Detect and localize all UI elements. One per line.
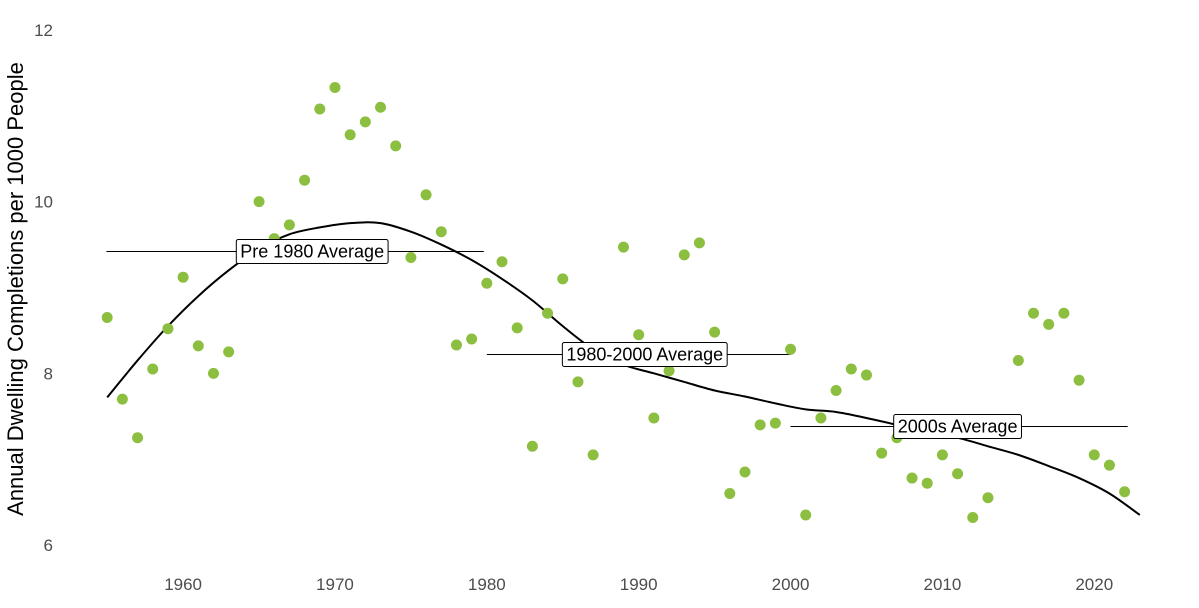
data-point (435, 226, 447, 238)
data-point (526, 440, 538, 452)
average-lines (106, 250, 1128, 428)
data-point (845, 363, 857, 375)
y-tick-label: 6 (44, 536, 53, 555)
data-point (1103, 459, 1115, 471)
data-point (162, 323, 174, 335)
data-point (101, 312, 113, 324)
x-tick-label: 1990 (620, 575, 658, 594)
data-point (192, 340, 204, 352)
data-point (648, 412, 660, 424)
average-label-text: 1980-2000 Average (566, 344, 723, 364)
data-point (815, 412, 827, 424)
data-point (329, 82, 341, 94)
data-point (299, 174, 311, 186)
data-point (147, 363, 159, 375)
data-point (754, 419, 766, 431)
data-point (207, 367, 219, 379)
data-point (283, 219, 295, 231)
data-point (375, 101, 387, 113)
data-point (936, 449, 948, 461)
y-tick-label: 12 (34, 21, 53, 40)
data-point (1058, 307, 1070, 319)
average-label: 1980-2000 Average (561, 341, 728, 367)
data-point (724, 488, 736, 499)
data-point (709, 326, 721, 338)
data-point (116, 393, 128, 405)
data-point (860, 369, 872, 381)
data-point (739, 466, 751, 478)
data-point (542, 307, 554, 319)
data-points (101, 82, 1131, 524)
data-point (1119, 486, 1131, 498)
data-point (572, 376, 584, 388)
data-point (481, 277, 493, 289)
y-axis-title: Annual Dwelling Completions per 1000 Peo… (3, 62, 28, 516)
x-tick-label: 1980 (468, 575, 506, 594)
data-point (223, 346, 235, 358)
data-point (952, 468, 964, 480)
x-tick-label: 2000 (772, 575, 810, 594)
data-point (1028, 307, 1040, 319)
data-point (921, 477, 933, 489)
data-point (633, 329, 645, 341)
data-point (1043, 318, 1055, 330)
average-label-text: Pre 1980 Average (240, 241, 384, 261)
data-point (1012, 354, 1024, 366)
data-point (830, 385, 842, 396)
data-point (390, 140, 402, 152)
average-label-box (561, 341, 728, 367)
data-point (466, 333, 478, 345)
x-tick-label: 2010 (923, 575, 961, 594)
data-point (450, 339, 462, 351)
data-point (511, 322, 523, 334)
average-label: Pre 1980 Average (235, 238, 389, 264)
data-point (678, 249, 690, 261)
x-tick-label: 1960 (164, 575, 202, 594)
data-point (967, 512, 979, 524)
data-point (1088, 449, 1100, 461)
y-tick-label: 10 (34, 193, 53, 212)
y-tick-label: 8 (44, 364, 53, 383)
data-point (785, 343, 797, 355)
data-point (496, 256, 508, 268)
trend-line (106, 221, 1141, 516)
data-point (587, 449, 599, 461)
data-point (982, 492, 994, 504)
data-point (359, 116, 371, 128)
data-point (769, 417, 781, 429)
data-point (876, 447, 888, 459)
data-point (557, 273, 569, 285)
average-label-box (893, 414, 1022, 440)
data-point (1073, 374, 1085, 386)
x-tick-label: 1970 (316, 575, 354, 594)
data-point (253, 196, 265, 208)
average-label-box (235, 238, 389, 264)
x-tick-label: 2020 (1075, 575, 1113, 594)
average-label-text: 2000s Average (898, 417, 1018, 437)
data-point (906, 472, 918, 484)
data-point (344, 129, 356, 141)
data-point (800, 509, 812, 521)
data-point (618, 241, 629, 253)
data-point (420, 189, 432, 201)
data-point (663, 365, 675, 377)
data-point (132, 432, 144, 444)
data-point (177, 271, 189, 283)
average-labels: Pre 1980 Average 1980-2000 Average 2000s A… (235, 238, 1022, 440)
x-axis-ticks: 1960 1970 1980 1990 2000 2010 2020 (164, 575, 1113, 594)
data-point (314, 103, 326, 115)
data-point (693, 237, 705, 249)
y-axis-ticks: 6 8 10 12 (34, 21, 53, 555)
data-point (405, 251, 417, 263)
average-label: 2000s Average (893, 414, 1022, 440)
